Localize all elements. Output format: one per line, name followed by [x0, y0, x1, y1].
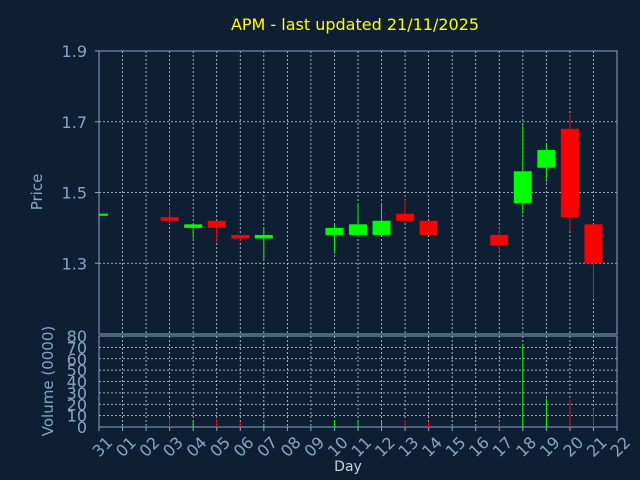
x-axis-label: Day: [334, 459, 362, 475]
price-tick-label: 1.7: [62, 113, 87, 132]
candle-body: [584, 224, 603, 264]
price-tick-label: 1.9: [62, 42, 87, 61]
candle-body: [184, 224, 203, 228]
volume-axis-label: Volume (0000): [39, 326, 57, 436]
candle-body: [372, 220, 391, 235]
volume-tick-label: 70: [67, 338, 87, 357]
candle-body: [560, 128, 579, 218]
candle-body: [99, 213, 108, 216]
volume-tick-label: 60: [67, 350, 87, 369]
price-tick-label: 1.5: [62, 184, 87, 203]
volume-tick-label: 10: [67, 407, 87, 426]
volume-tick-label: 40: [67, 373, 87, 392]
volume-tick-label: 80: [67, 327, 87, 346]
price-axis-label: Price: [28, 174, 46, 211]
candle-body: [419, 220, 438, 235]
chart-title: APM - last updated 21/11/2025: [231, 15, 479, 34]
volume-tick-label: 50: [67, 361, 87, 380]
candle-body: [537, 150, 556, 168]
candle-body: [513, 171, 532, 204]
candle-body: [207, 220, 226, 228]
volume-tick-label: 0: [77, 418, 87, 437]
candle-body: [325, 227, 344, 235]
x-tick-label: 22: [606, 433, 634, 461]
price-tick-label: 1.3: [62, 254, 87, 273]
candle-body: [396, 213, 415, 221]
candle-body: [349, 224, 367, 235]
candle-body: [160, 217, 179, 221]
volume-tick-label: 20: [67, 395, 87, 414]
candle-body: [254, 234, 273, 239]
candle-body: [231, 234, 250, 239]
price-panel-frame: [98, 50, 618, 335]
volume-tick-label: 30: [67, 384, 87, 403]
candle-body: [490, 234, 509, 246]
